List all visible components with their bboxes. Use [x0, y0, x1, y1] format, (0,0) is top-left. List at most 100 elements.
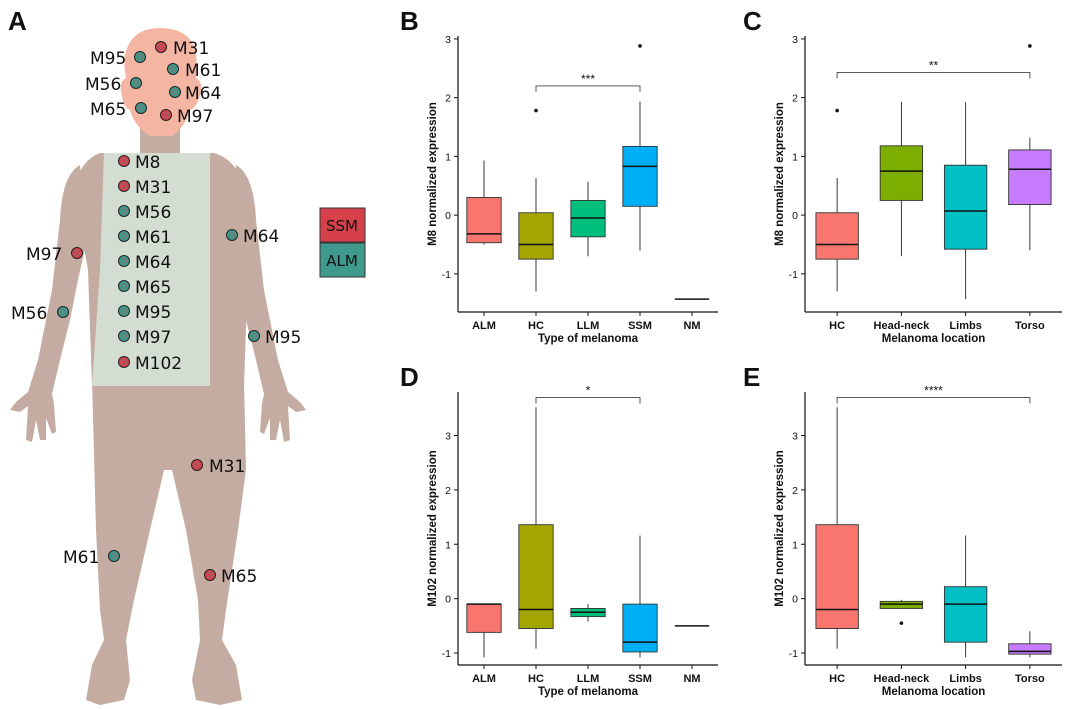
marker-dot [118, 330, 130, 342]
box-hc [815, 524, 859, 630]
y-tick-label: -1 [442, 269, 451, 281]
marker-dot-ring [170, 66, 176, 72]
outlier-point [899, 621, 904, 625]
box-torso [1008, 149, 1052, 205]
marker-dot [57, 306, 69, 318]
outlier-point [1028, 44, 1032, 48]
marker-label: M56 [85, 75, 121, 95]
marker-dot-ring [138, 105, 144, 111]
box-torso [1008, 643, 1052, 655]
outlier-point [534, 108, 538, 113]
y-tick-label: 1 [445, 539, 451, 551]
marker-dot-ring [121, 258, 127, 264]
marker-dot [191, 459, 203, 471]
marker-dot-ring [121, 359, 127, 365]
marker-label: M61 [63, 548, 99, 568]
marker-dot-ring [163, 112, 169, 118]
marker-dot-ring [229, 232, 235, 238]
y-tick-label: 1 [792, 539, 798, 551]
marker-dot-ring [251, 333, 257, 339]
significance-label: * [586, 383, 591, 397]
box-hc [815, 212, 859, 260]
panel-b-boxplot: B -1 0 1 2 3 ALM HC LLM SSM NM *** Type of melanoma… [400, 6, 718, 345]
panel-d-boxplot: D -1 0 1 2 3 ALM HC LLM SSM NM * Type of melanoma M1… [400, 362, 718, 698]
y-axis-title: M102 normalized expression [774, 450, 786, 607]
box-alm [466, 197, 502, 244]
x-tick-label: Limbs [949, 320, 981, 332]
marker-dot-ring [121, 283, 127, 289]
marker-dot-ring [121, 233, 127, 239]
marker-dot-ring [121, 308, 127, 314]
y-axis-title: M8 normalized expression [427, 102, 439, 246]
marker-dot-ring [194, 462, 200, 468]
legend: SSM ALM [319, 207, 366, 278]
box-hc [518, 212, 554, 260]
marker-dot [167, 63, 179, 75]
marker-label: M97 [26, 245, 62, 265]
marker-dot [118, 280, 130, 292]
marker-label: M31 [173, 39, 209, 59]
marker-label: M97 [177, 107, 213, 127]
marker-label: M95 [265, 328, 301, 348]
marker-dot [226, 229, 238, 241]
marker-dot [134, 51, 146, 63]
y-tick-label: -1 [789, 648, 798, 660]
significance-label: ** [929, 58, 939, 72]
marker-dot [118, 180, 130, 192]
x-tick-label: LLM [577, 320, 600, 332]
x-tick-label: LLM [577, 673, 600, 685]
box-limbs [943, 586, 988, 643]
marker-dot [118, 205, 130, 217]
legend-ssm-label: SSM [326, 217, 358, 235]
y-tick-label: 0 [792, 594, 798, 606]
marker-layer: M95 M31 M56 M61 M64 M65 M97 M8 M31 M56 M61 M64 M65 M9… [11, 39, 301, 587]
marker-dot-ring [121, 158, 127, 164]
significance-label: *** [581, 72, 595, 86]
marker-label: M65 [221, 567, 257, 587]
marker-label: M31 [209, 457, 245, 477]
x-tick-label: SSM [628, 320, 652, 332]
marker-dot [204, 569, 216, 581]
x-tick-label: Limbs [949, 673, 981, 685]
marker-label: M56 [11, 304, 47, 324]
x-tick-label: ALM [472, 673, 496, 685]
marker-dot-ring [137, 54, 143, 60]
marker-dot-ring [121, 208, 127, 214]
y-tick-label: 2 [445, 485, 451, 497]
y-tick-label: 1 [445, 151, 451, 163]
marker-label: M95 [135, 303, 171, 323]
marker-dot [160, 109, 172, 121]
x-tick-label: Torso [1015, 320, 1045, 332]
y-tick-label: -1 [442, 648, 451, 660]
marker-label: M65 [135, 278, 171, 298]
x-tick-label: ALM [472, 320, 496, 332]
marker-label: M56 [135, 203, 171, 223]
marker-dot [118, 155, 130, 167]
significance-bracket [535, 85, 641, 92]
y-tick-label: 0 [445, 594, 451, 606]
panel-c-label: C [743, 6, 762, 36]
outlier-point [835, 108, 839, 113]
x-axis-title: Melanoma location [882, 686, 986, 698]
y-tick-label: 2 [445, 93, 451, 105]
box-hc [518, 524, 554, 630]
panel-e-label: E [743, 362, 760, 392]
marker-dot [130, 77, 142, 89]
marker-dot-ring [121, 183, 127, 189]
box-head-neck [879, 145, 924, 201]
panel-b-label: B [400, 6, 419, 36]
x-axis-title: Type of melanoma [538, 686, 639, 698]
marker-dot-ring [133, 80, 139, 86]
y-tick-label: 3 [445, 34, 451, 46]
marker-dot-ring [158, 44, 164, 50]
panel-e-boxplot: E -1 0 1 2 3 HC Head-neck Limbs Torso **** Melanom… [743, 362, 1062, 698]
panel-a-label: A [8, 6, 27, 36]
legend-alm-swatch [319, 242, 366, 278]
x-tick-label: HC [829, 320, 845, 332]
significance-bracket [535, 396, 641, 404]
marker-dot [118, 305, 130, 317]
marker-label: M64 [243, 227, 279, 247]
x-tick-label: SSM [628, 673, 652, 685]
marker-label: M31 [135, 178, 171, 198]
